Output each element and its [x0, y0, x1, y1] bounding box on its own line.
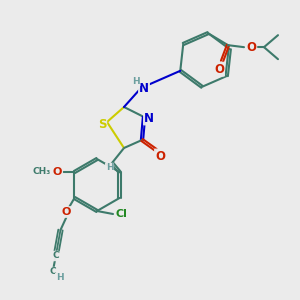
Text: O: O [53, 167, 62, 177]
Text: O: O [155, 149, 165, 163]
Text: Cl: Cl [115, 209, 127, 219]
Text: O: O [62, 207, 71, 217]
Text: CH₃: CH₃ [32, 167, 51, 176]
Text: O: O [246, 41, 256, 54]
Text: H: H [106, 164, 113, 172]
Text: S: S [98, 118, 106, 130]
Text: N: N [144, 112, 154, 124]
Text: C: C [49, 268, 56, 277]
Text: N: N [139, 82, 149, 95]
Text: H: H [56, 274, 63, 283]
Text: O: O [214, 63, 224, 76]
Text: H: H [132, 76, 140, 85]
Text: C: C [52, 251, 59, 260]
